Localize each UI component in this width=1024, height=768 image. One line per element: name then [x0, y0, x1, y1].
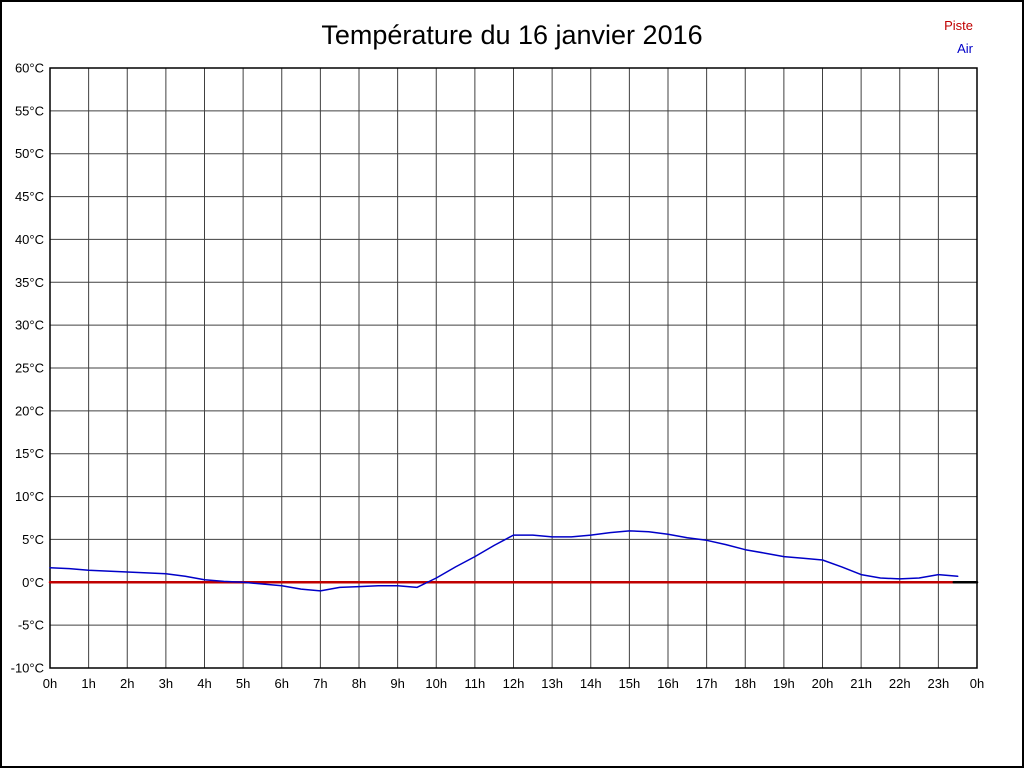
x-axis-tick-label: 13h [541, 676, 563, 691]
plot-frame [49, 67, 978, 669]
y-axis-tick-label: 20°C [15, 403, 44, 418]
y-axis-tick-label: 50°C [15, 146, 44, 161]
y-axis-tick-label: 25°C [15, 361, 44, 376]
y-axis-tick-label: 55°C [15, 103, 44, 118]
x-axis-tick-label: 3h [159, 676, 173, 691]
y-axis-tick-label: 5°C [22, 532, 44, 547]
x-axis-tick-label: 2h [120, 676, 134, 691]
x-axis-tick-label: 0h [43, 676, 57, 691]
x-axis-tick-label: 23h [928, 676, 950, 691]
x-axis-tick-label: 5h [236, 676, 250, 691]
x-axis-tick-label: 12h [503, 676, 525, 691]
y-axis-tick-label: 45°C [15, 189, 44, 204]
x-axis-tick-label: 18h [734, 676, 756, 691]
y-axis-tick-label: -10°C [11, 661, 44, 676]
x-axis-tick-label: 16h [657, 676, 679, 691]
x-axis-tick-label: 20h [812, 676, 834, 691]
x-axis-tick-label: 21h [850, 676, 872, 691]
y-axis-tick-label: -5°C [18, 618, 44, 633]
x-axis-tick-label: 7h [313, 676, 327, 691]
x-axis-tick-label: 19h [773, 676, 795, 691]
x-axis-tick-label: 14h [580, 676, 602, 691]
legend-item-air: Air [957, 41, 973, 56]
x-axis-tick-label: 17h [696, 676, 718, 691]
y-axis-tick-label: 0°C [22, 575, 44, 590]
x-axis-tick-label: 1h [81, 676, 95, 691]
y-axis-tick-label: 35°C [15, 275, 44, 290]
chart-legend: Piste Air [944, 14, 973, 60]
x-axis-tick-label: 9h [390, 676, 404, 691]
series-line-air [49, 530, 959, 592]
x-axis-tick-label: 6h [275, 676, 289, 691]
chart-title: Température du 16 janvier 2016 [321, 20, 703, 50]
x-axis-tick-label: 11h [465, 676, 486, 691]
legend-item-piste: Piste [944, 18, 973, 33]
y-axis-tick-label: 40°C [15, 232, 44, 247]
x-axis-tick-label: 22h [889, 676, 911, 691]
x-axis-tick-label: 10h [425, 676, 447, 691]
y-axis-tick-label: 30°C [15, 318, 44, 333]
y-axis-tick-label: 60°C [15, 61, 44, 76]
x-axis-tick-label: 4h [197, 676, 211, 691]
x-axis-tick-label: 15h [619, 676, 641, 691]
y-axis-tick-label: 15°C [15, 446, 44, 461]
y-axis-tick-label: 10°C [15, 489, 44, 504]
x-axis-tick-label: 0h [970, 676, 984, 691]
x-axis-tick-label: 8h [352, 676, 366, 691]
